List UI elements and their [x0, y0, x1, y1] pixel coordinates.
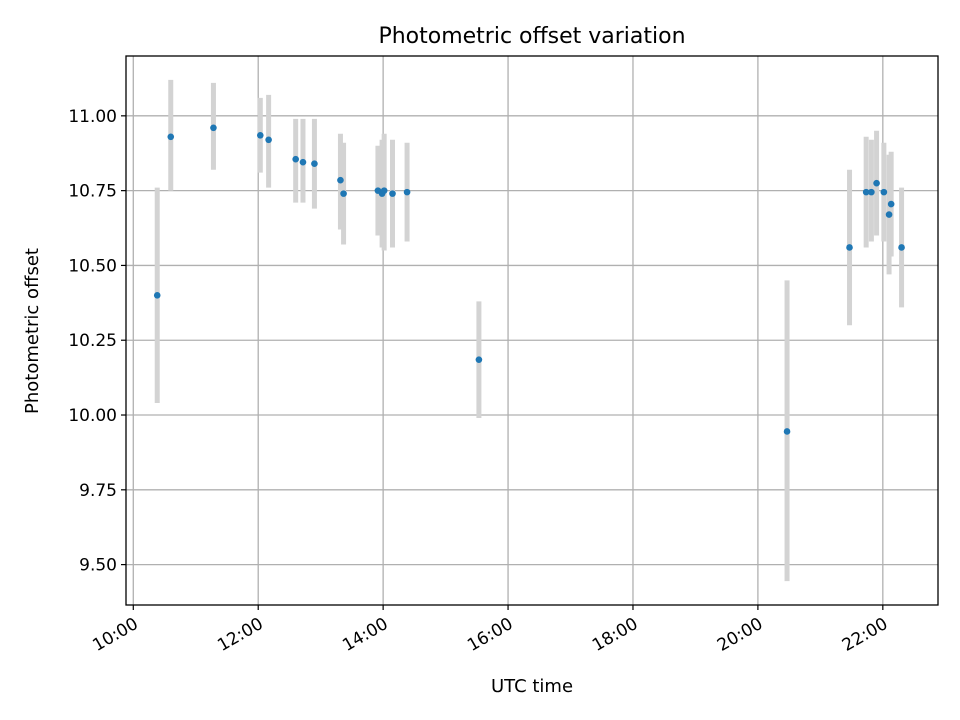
data-point [403, 188, 411, 196]
data-point [846, 244, 853, 251]
data-point [167, 133, 175, 141]
y-tick-label: 10.75 [68, 182, 117, 202]
data-point [389, 190, 396, 197]
data-point [783, 428, 791, 435]
point-layer [153, 124, 905, 435]
y-tick-label: 9.75 [79, 481, 117, 501]
data-point [256, 131, 264, 139]
y-axis-ticks: 9.50 9.75 10.00 10.25 10.50 10.75 11.00 [68, 107, 126, 576]
chart-title: Photometric offset variation [378, 24, 685, 49]
plot-frame [125, 55, 939, 606]
data-point [265, 136, 272, 144]
data-point [873, 179, 880, 187]
y-tick-label: 10.25 [68, 331, 117, 351]
data-point [868, 188, 875, 196]
data-point [311, 160, 318, 168]
data-point [340, 190, 347, 197]
data-point [898, 244, 905, 251]
y-tick-label: 10.00 [68, 406, 117, 426]
y-tick-label: 11.00 [68, 107, 117, 127]
data-point [337, 176, 344, 184]
data-point [299, 158, 307, 166]
data-point [885, 211, 893, 218]
y-axis-label: Photometric offset [22, 248, 43, 414]
data-point [380, 187, 388, 194]
data-point [887, 200, 895, 208]
y-tick-label: 10.50 [68, 256, 117, 276]
data-point [292, 155, 299, 163]
data-point [475, 356, 483, 363]
data-point [880, 188, 888, 196]
data-point [210, 124, 217, 132]
x-axis-label: UTC time [491, 676, 573, 697]
data-point [862, 188, 870, 196]
y-tick-label: 9.50 [79, 556, 117, 576]
data-point [153, 292, 161, 299]
